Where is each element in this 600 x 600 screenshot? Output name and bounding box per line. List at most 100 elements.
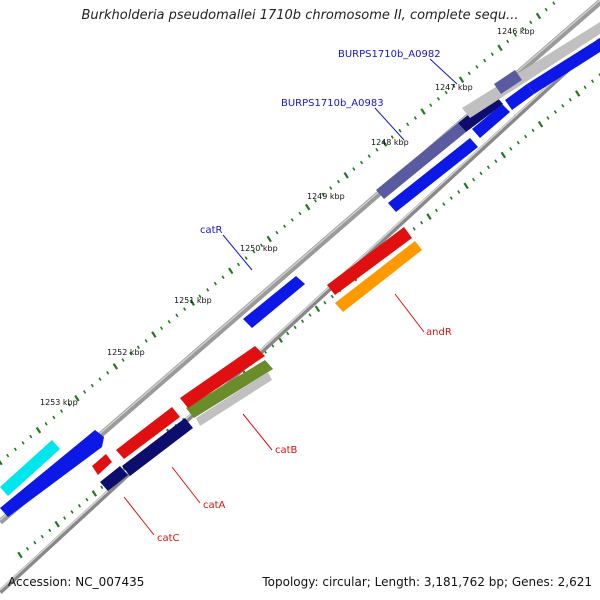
outer-tick-dot: [298, 211, 302, 216]
outer-tick-dot: [444, 90, 448, 95]
outer-tick-dot: [44, 421, 48, 426]
tick-label-1250: 1250 kbp: [240, 244, 278, 253]
gene-cds-grey-catb: [196, 372, 272, 426]
gene-cds-blue-left: [0, 430, 104, 517]
outer-tick-dot: [506, 39, 510, 44]
inner-tick-dot: [48, 528, 52, 533]
outer-tick-dot: [35, 426, 42, 434]
inner-tick-dot: [25, 547, 29, 551]
outer-tick-dot: [436, 97, 441, 101]
outer-tick-dot: [206, 288, 210, 292]
gene-cds-red-andr: [327, 227, 412, 295]
inner-tick-dot: [486, 165, 491, 170]
inner-tick-dot: [561, 103, 565, 108]
outer-tick-dot: [497, 44, 503, 52]
outer-tick-dot: [544, 7, 548, 12]
gene-label-andr: andR: [426, 327, 452, 338]
inner-tick-dot: [412, 227, 416, 231]
gene-cds-navy-top: [494, 70, 522, 94]
outer-tick-dot: [458, 76, 465, 84]
outer-tick-dot: [467, 71, 471, 76]
outer-tick-dot: [336, 179, 341, 184]
inner-tick-dot: [293, 325, 297, 330]
outer-tick-dot: [329, 186, 333, 190]
inner-tick-dot: [494, 159, 498, 163]
outer-tick-dot: [266, 235, 272, 243]
inner-tick-dot: [17, 551, 23, 559]
inner-tick-dot: [479, 171, 483, 176]
outer-tick-dot: [13, 447, 17, 452]
gene-cds-blue-a0982b: [505, 84, 534, 110]
outer-tick-dot: [228, 267, 234, 275]
tick-label-1249: 1249 kbp: [307, 192, 345, 201]
map-title: Burkholderia pseudomallei 1710b chromoso…: [81, 8, 519, 23]
inner-tick-dot: [70, 510, 74, 514]
inner-tick-dot: [308, 313, 312, 317]
outer-tick-dot: [252, 249, 256, 254]
inner-tick-dot: [553, 110, 557, 114]
gene-label-catr: catR: [200, 225, 223, 236]
outer-tick-dot: [189, 299, 195, 307]
outer-tick-dot: [290, 218, 294, 222]
outer-tick-dot: [159, 326, 164, 330]
gene-cds-red-cata: [116, 407, 180, 459]
outer-tick-dot: [398, 128, 402, 133]
inner-tick-dot: [91, 490, 98, 497]
outer-tick-dot: [136, 345, 141, 350]
gene-cds-blue-catr: [243, 276, 305, 328]
tick-label-1251: 1251 kbp: [174, 296, 212, 305]
outer-tick-dot: [183, 307, 187, 311]
outer-tick-dot: [406, 122, 410, 127]
outer-tick-dot: [283, 224, 287, 229]
outer-tick-dot: [98, 377, 102, 381]
gene-label-burps1710b-a0982: BURPS1710b_A0982: [338, 49, 441, 60]
outer-tick-dot: [175, 313, 179, 318]
outer-tick-dot: [198, 294, 202, 299]
outer-tick-dot: [483, 58, 487, 63]
outer-tick-dot: [413, 116, 417, 120]
outer-tick-dot: [167, 320, 171, 324]
gene-cds-blue-a0982: [472, 104, 510, 138]
outer-tick-dot: [529, 20, 533, 25]
outer-tick-dot: [381, 140, 388, 147]
outer-tick-dot: [305, 203, 311, 211]
outer-tick-dot: [129, 351, 133, 356]
outer-tick-dot: [521, 26, 525, 31]
inner-tick-dot: [500, 151, 507, 159]
outer-tick-dot: [313, 198, 317, 203]
outer-tick-dot: [359, 160, 364, 165]
tick-label-1252: 1252 kbp: [107, 348, 145, 357]
inner-tick-dot: [598, 73, 600, 77]
gene-features: [0, 22, 600, 517]
outer-tick-dot: [390, 135, 394, 139]
inner-tick-dot: [426, 213, 432, 220]
outer-tick-dot: [213, 281, 217, 286]
outer-tick-dot: [144, 339, 148, 343]
inner-tick-dot: [472, 177, 476, 182]
inner-tick-dot: [122, 467, 126, 471]
outer-tick-dot: [67, 402, 71, 407]
gene-label-burps1710b-a0983: BURPS1710b_A0983: [281, 98, 384, 109]
topology-summary-text: Topology: circular; Length: 3,181,762 bp…: [262, 575, 592, 589]
outer-tick-dot: [112, 363, 119, 370]
outer-tick-dot: [513, 33, 517, 37]
outer-tick-dot: [83, 390, 87, 394]
gene-cds-slate-a0983: [376, 123, 466, 199]
inner-tick-dot: [314, 305, 321, 313]
inner-tick-dot: [54, 520, 60, 528]
outer-tick-dot: [151, 331, 157, 338]
inner-tick-dot: [323, 300, 327, 305]
outer-tick-dot: [490, 52, 494, 56]
outer-tick-dot: [429, 103, 433, 107]
outer-tick-dot: [321, 192, 325, 197]
inner-tick-dot: [85, 497, 89, 502]
tick-label-1247: 1247 kbp: [435, 83, 473, 92]
gene-cds-cyan: [0, 440, 60, 496]
gene-cds-red-small: [92, 454, 112, 475]
outer-tick-dot: [452, 84, 456, 88]
inner-tick-dot: [524, 134, 528, 139]
inner-tick-dot: [33, 540, 37, 545]
inner-tick-dot: [463, 182, 469, 190]
outer-tick-dot: [121, 358, 125, 362]
